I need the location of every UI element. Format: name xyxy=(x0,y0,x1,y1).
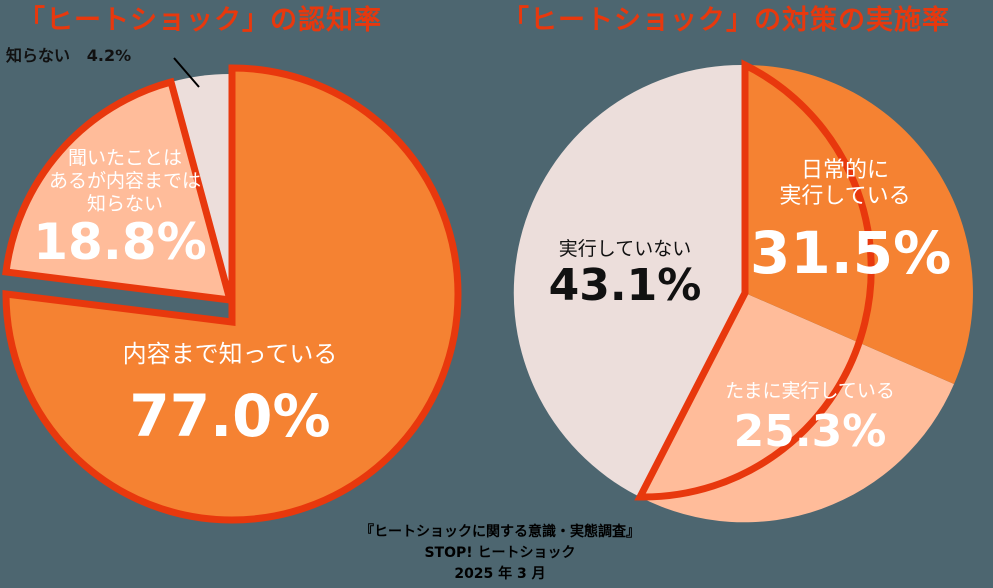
right-label-not-doing: 実行していない xyxy=(558,238,692,260)
left-value-heard-only: 18.8% xyxy=(33,213,207,271)
right-label-daily: 日常的に 実行している xyxy=(779,158,911,210)
right-value-daily: 31.5% xyxy=(750,219,952,287)
right-value-sometimes: 25.3% xyxy=(733,406,887,457)
left-label-know-content: 内容まで知っている xyxy=(122,340,338,368)
left-label-heard-only: 聞いたことは あるが内容までは 知らない xyxy=(48,147,201,215)
left-label-dont-know: 知らない 4.2% xyxy=(6,46,132,65)
source-survey: 『ヒートショックに関する意識・実態調査』 xyxy=(360,524,640,540)
left-value-know-content: 77.0% xyxy=(129,382,331,450)
right-slice-daily xyxy=(745,65,973,384)
right-outline xyxy=(634,59,875,501)
source-note: 『ヒートショックに関する意識・実態調査』 STOP! ヒートショック 2025 … xyxy=(330,522,670,585)
right-value-not-doing: 43.1% xyxy=(548,260,702,311)
left-leader-line xyxy=(173,57,200,88)
left-chart-title: 「ヒートショック」の認知率 xyxy=(18,5,382,36)
source-date: 2025 年 3 月 xyxy=(454,566,546,582)
left-slice-heard-only xyxy=(2,77,235,305)
right-chart-title: 「ヒートショック」の対策の実施率 xyxy=(502,5,950,36)
right-slice-not-doing xyxy=(513,64,745,497)
right-label-sometimes: たまに実行している xyxy=(725,380,895,402)
left-slice-know-content xyxy=(2,64,462,524)
source-org: STOP! ヒートショック xyxy=(424,545,576,561)
